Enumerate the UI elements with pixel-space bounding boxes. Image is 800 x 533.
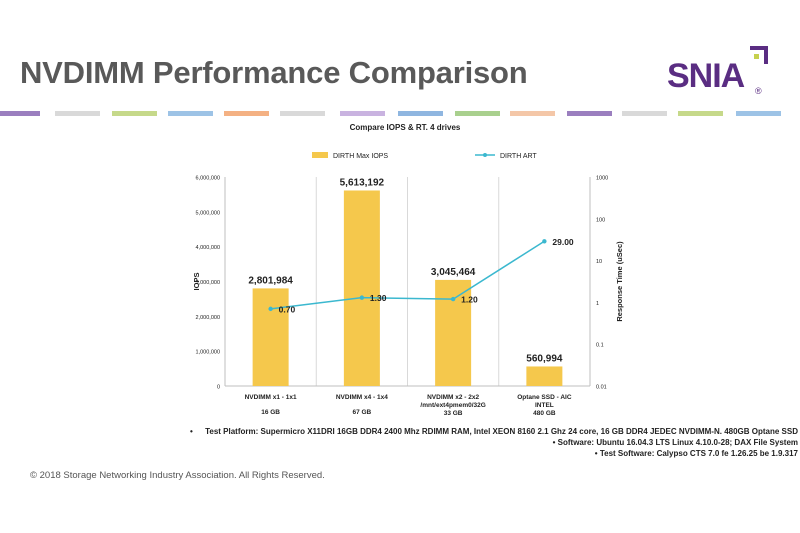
bar-value-label: 5,613,192 — [340, 177, 385, 188]
note-software-text: Software: Ubuntu 16.04.3 LTS Linux 4.10.… — [557, 438, 798, 447]
bullet-icon: • — [552, 438, 558, 447]
bar-value-label: 2,801,984 — [248, 275, 293, 286]
stripe-segment — [398, 111, 443, 116]
y2-tick-label: 0.1 — [596, 343, 604, 349]
y2-axis-title: Response Time (uSec) — [615, 241, 624, 322]
y2-tick-label: 10 — [596, 259, 602, 265]
y-tick-label: 5,000,000 — [196, 210, 220, 216]
stripe-segment — [455, 111, 500, 116]
bar — [526, 366, 563, 386]
note-test-software-text: Test Software: Calypso CTS 7.0 fe 1.26.2… — [599, 449, 798, 458]
bar — [343, 190, 380, 386]
y2-tick-label: 1000 — [596, 176, 608, 182]
stripe-segment — [55, 111, 100, 116]
x-category-label: NVDIMM x2 - 2x2 — [427, 394, 479, 401]
y-tick-label: 1,000,000 — [196, 350, 220, 356]
logo-bracket-icon — [750, 46, 768, 64]
art-value-label: 1.30 — [370, 293, 387, 303]
x-capacity-label: 480 GB — [533, 410, 556, 417]
test-notes: • Test Platform: Supermicro X11DRI 16GB … — [180, 426, 798, 459]
bar-value-label: 3,045,464 — [431, 267, 476, 278]
art-point — [359, 295, 365, 300]
y2-tick-label: 100 — [596, 217, 605, 223]
stripe-segment — [736, 111, 781, 116]
bar-value-label: 560,994 — [526, 353, 563, 364]
legend-swatch-iops — [312, 152, 328, 158]
stripe-segment — [567, 111, 612, 116]
art-line — [270, 240, 545, 310]
stripe-segment — [622, 111, 667, 116]
art-point — [450, 296, 456, 302]
stripe-segment — [112, 111, 157, 116]
x-category-label: NVDIMM x4 - 1x4 — [336, 394, 388, 401]
art-point — [542, 239, 547, 244]
chart-title: Compare IOPS & RT. 4 drives — [350, 123, 461, 132]
art-point — [268, 306, 273, 312]
stripe-segment — [280, 111, 325, 116]
stripe-segment — [224, 111, 269, 116]
x-category-label: Optane SSD - AIC — [517, 394, 572, 401]
art-value-label: 29.00 — [552, 237, 574, 247]
note-platform: • Test Platform: Supermicro X11DRI 16GB … — [180, 426, 798, 437]
art-value-label: 0.70 — [279, 304, 296, 314]
bullet-icon: • — [594, 449, 600, 458]
stripe-segment — [168, 111, 213, 116]
y-axis-title: IOPS — [192, 273, 201, 291]
y-tick-label: 3,000,000 — [196, 280, 220, 286]
decorative-color-stripe — [0, 111, 800, 120]
stripe-segment — [510, 111, 555, 116]
y-tick-label: 0 — [217, 385, 220, 391]
x-category-label: NVDIMM x1 - 1x1 — [245, 394, 297, 401]
stripe-segment — [0, 111, 40, 116]
bar — [252, 288, 289, 386]
chart: Compare IOPS & RT. 4 drives DIRTH Max IOP… — [192, 123, 624, 417]
y2-tick-label: 1 — [596, 301, 599, 307]
bullet-icon: • — [190, 427, 193, 436]
legend-label-iops: DIRTH Max IOPS — [333, 153, 388, 160]
note-platform-text: Test Platform: Supermicro X11DRI 16GB DD… — [205, 427, 798, 436]
x-capacity-label: 33 GB — [444, 410, 463, 417]
y-tick-label: 2,000,000 — [196, 315, 220, 321]
stripe-segment — [678, 111, 723, 116]
x-category-sublabel: /mnt/ext4pmem0/32G — [420, 402, 485, 409]
legend-label-art: DIRTH ART — [500, 153, 537, 160]
legend-marker-art — [483, 153, 487, 157]
logo-text: SNIA — [667, 57, 745, 95]
note-test-software: • Test Software: Calypso CTS 7.0 fe 1.26… — [180, 448, 798, 459]
stripe-segment — [340, 111, 385, 116]
y2-tick-label: 0.01 — [596, 385, 607, 391]
y-tick-label: 6,000,000 — [196, 176, 220, 182]
x-category-sublabel: INTEL — [535, 402, 554, 409]
note-software: • Software: Ubuntu 16.04.3 LTS Linux 4.1… — [180, 437, 798, 448]
x-capacity-label: 67 GB — [352, 409, 371, 416]
y-tick-label: 4,000,000 — [196, 245, 220, 251]
x-capacity-label: 16 GB — [261, 409, 280, 416]
art-value-label: 1.20 — [461, 295, 478, 305]
slide-title: NVDIMM Performance Comparison — [20, 55, 528, 90]
logo-registered-mark: ® — [755, 86, 762, 96]
copyright-text: © 2018 Storage Networking Industry Assoc… — [30, 470, 325, 481]
snia-logo: SNIA ® — [662, 42, 772, 104]
